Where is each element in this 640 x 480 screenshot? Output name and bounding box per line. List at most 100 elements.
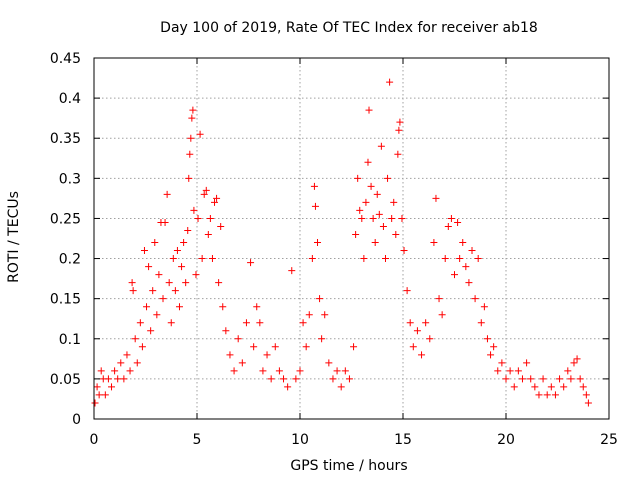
- data-point: [155, 271, 163, 279]
- data-point: [186, 150, 194, 158]
- data-point: [579, 383, 587, 391]
- data-point: [196, 130, 204, 138]
- data-point: [296, 367, 304, 375]
- data-point: [564, 367, 572, 375]
- data-point: [394, 150, 402, 158]
- data-point: [435, 295, 443, 303]
- chart-title: Day 100 of 2019, Rate Of TEC Index for r…: [160, 20, 538, 36]
- data-point: [136, 319, 144, 327]
- data-point: [409, 343, 417, 351]
- data-point: [189, 106, 197, 114]
- data-point: [325, 359, 333, 367]
- data-point: [302, 343, 310, 351]
- data-point: [379, 222, 387, 230]
- y-tick-label: 0: [72, 412, 81, 428]
- data-point: [114, 375, 122, 383]
- data-point: [345, 375, 353, 383]
- y-tick-label: 0.35: [50, 131, 81, 147]
- data-point: [551, 391, 559, 399]
- data-point: [477, 319, 485, 327]
- data-point: [292, 375, 300, 383]
- data-point: [582, 391, 590, 399]
- data-point: [406, 319, 414, 327]
- x-axis-label: GPS time / hours: [290, 458, 407, 474]
- data-point: [165, 279, 173, 287]
- x-tick-label: 20: [497, 432, 515, 448]
- data-point: [200, 190, 208, 198]
- data-point: [126, 367, 134, 375]
- data-point: [202, 186, 210, 194]
- data-point: [120, 375, 128, 383]
- data-point: [518, 375, 526, 383]
- data-point: [138, 343, 146, 351]
- data-point: [230, 367, 238, 375]
- data-point: [471, 295, 479, 303]
- data-point: [560, 383, 568, 391]
- data-point: [175, 303, 183, 311]
- data-point: [95, 391, 103, 399]
- data-point: [184, 226, 192, 234]
- data-point: [159, 295, 167, 303]
- data-point: [192, 271, 200, 279]
- data-point: [454, 218, 462, 226]
- data-point: [111, 367, 119, 375]
- data-point: [459, 239, 467, 247]
- data-point: [358, 214, 366, 222]
- data-point: [185, 174, 193, 182]
- data-point: [573, 355, 581, 363]
- data-point: [314, 239, 322, 247]
- data-point: [352, 230, 360, 238]
- data-point: [514, 367, 522, 375]
- data-point: [384, 174, 392, 182]
- data-point: [242, 319, 250, 327]
- data-point: [123, 351, 131, 359]
- data-point: [140, 247, 148, 255]
- data-point: [474, 255, 482, 263]
- data-point: [535, 391, 543, 399]
- data-point: [206, 214, 214, 222]
- data-point: [213, 194, 221, 202]
- data-point: [430, 239, 438, 247]
- data-point: [149, 287, 157, 295]
- data-point: [369, 214, 377, 222]
- data-point: [465, 279, 473, 287]
- y-tick-label: 0.2: [59, 252, 81, 268]
- data-point: [93, 383, 101, 391]
- data-point: [147, 327, 155, 335]
- data-point: [217, 222, 225, 230]
- y-tick-label: 0.25: [50, 211, 81, 227]
- data-point: [438, 311, 446, 319]
- data-point: [456, 255, 464, 263]
- data-point: [403, 287, 411, 295]
- data-point: [117, 359, 125, 367]
- data-point: [570, 359, 578, 367]
- data-point: [480, 303, 488, 311]
- data-point: [388, 214, 396, 222]
- data-point: [362, 198, 370, 206]
- data-point: [468, 247, 476, 255]
- data-point: [350, 343, 358, 351]
- data-point: [447, 214, 455, 222]
- data-point: [143, 303, 151, 311]
- data-point: [392, 230, 400, 238]
- data-point: [381, 255, 389, 263]
- data-point: [398, 214, 406, 222]
- data-point: [547, 383, 555, 391]
- data-point: [523, 359, 531, 367]
- x-tick-label: 25: [600, 432, 618, 448]
- data-point: [487, 351, 495, 359]
- data-point: [133, 359, 141, 367]
- data-point: [576, 375, 584, 383]
- data-point: [101, 391, 109, 399]
- data-point: [91, 399, 99, 407]
- y-tick-label: 0.45: [50, 51, 81, 67]
- data-point: [97, 367, 105, 375]
- data-point: [178, 263, 186, 271]
- data-point: [341, 367, 349, 375]
- data-point: [256, 319, 264, 327]
- axis-ticks: 0 5 10 15 20 25 0 0.05 0.1 0.15 0.2 0.25 0.3 0.35 0.4 0…: [50, 51, 618, 448]
- data-point: [451, 271, 458, 279]
- data-point: [167, 319, 175, 327]
- data-point: [386, 78, 394, 86]
- data-point: [316, 295, 324, 303]
